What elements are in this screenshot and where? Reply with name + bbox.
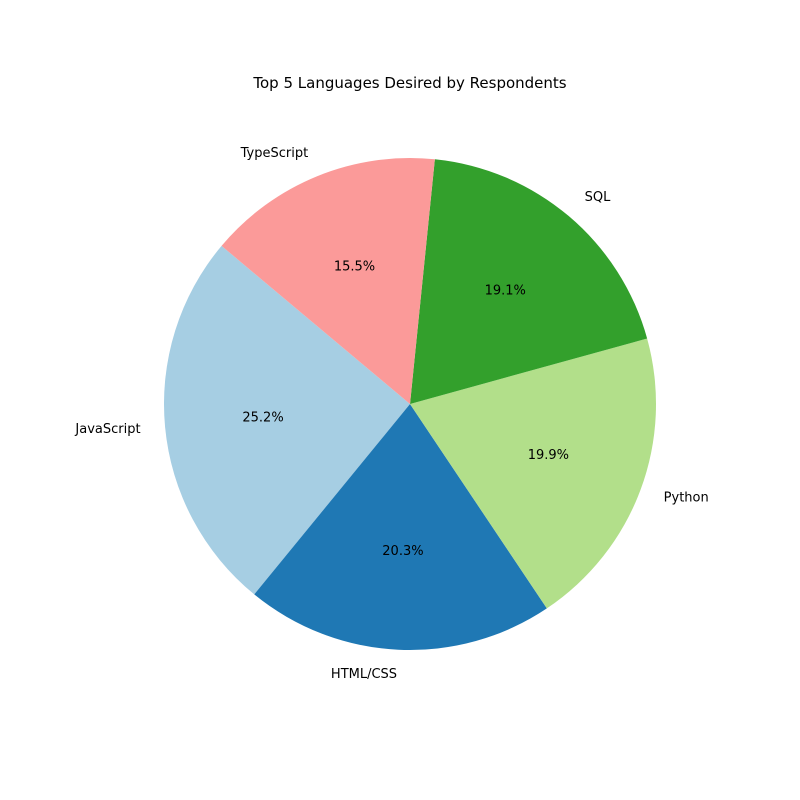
slice-label: HTML/CSS [331,667,397,682]
slice-percent-label: 19.1% [485,284,526,299]
pie-slices [164,157,656,650]
slice-label: JavaScript [74,422,140,437]
slice-percent-label: 20.3% [382,544,423,559]
pie-labels: JavaScript 25.2% HTML/CSS 20.3% Python 19.9% S… [74,146,708,682]
slice-label: Python [664,491,709,506]
slice-label: TypeScript [240,146,309,161]
pie-slice-html-css [254,404,547,650]
pie-slice-sql [410,159,648,404]
chart-title: Top 5 Languages Desired by Respondents [252,74,566,92]
slice-label: SQL [585,190,611,205]
pie-slice-typescript [221,157,435,404]
pie-slice-javascript [164,245,410,595]
slice-percent-label: 19.9% [528,448,569,463]
slice-percent-label: 25.2% [242,410,283,425]
pie-slice-python [410,338,656,609]
slice-percent-label: 15.5% [334,260,375,275]
